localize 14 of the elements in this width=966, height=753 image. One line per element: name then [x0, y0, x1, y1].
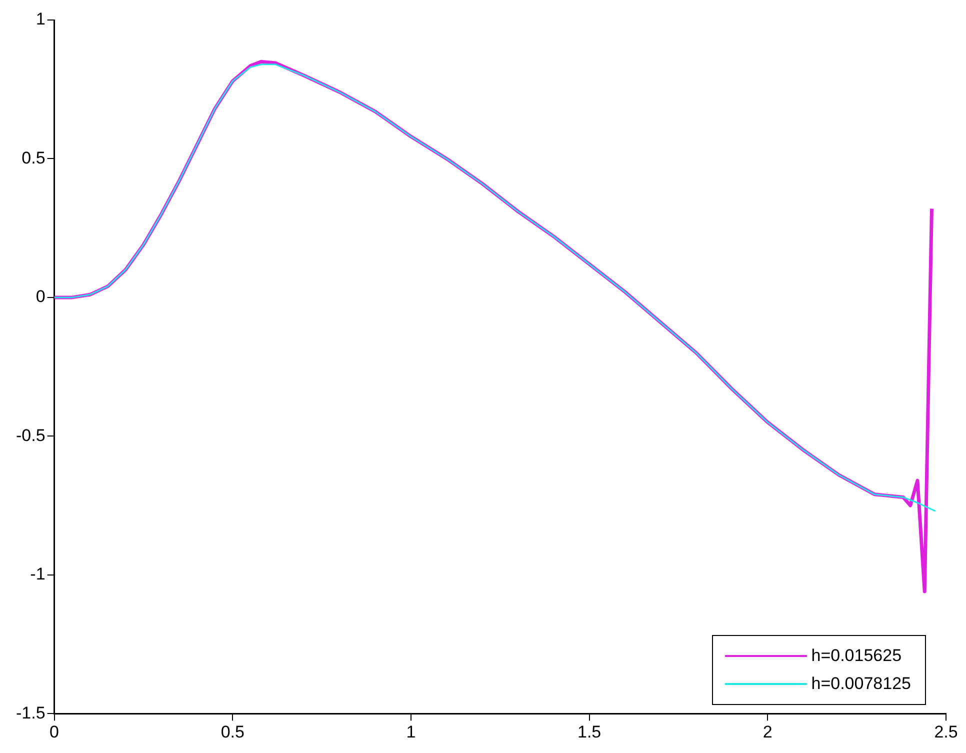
legend-label: h=0.0078125 [811, 674, 911, 694]
y-tick-label: -0.5 [16, 426, 46, 445]
x-tick-label: 2.5 [934, 722, 958, 742]
legend-label: h=0.015625 [811, 646, 902, 666]
y-tick-label: -1 [30, 564, 46, 584]
x-tick-label: 1 [406, 722, 416, 742]
y-tick-label: 1 [36, 10, 46, 29]
x-tick-label: 0.5 [220, 722, 244, 742]
x-tick-label: 1.5 [577, 722, 602, 742]
y-tick-label: 0 [36, 287, 46, 306]
x-tick-label: 2 [762, 722, 772, 742]
y-tick-label: -1.5 [16, 703, 46, 722]
x-tick-label: 0 [50, 722, 60, 742]
y-tick-label: 0.5 [22, 148, 46, 168]
